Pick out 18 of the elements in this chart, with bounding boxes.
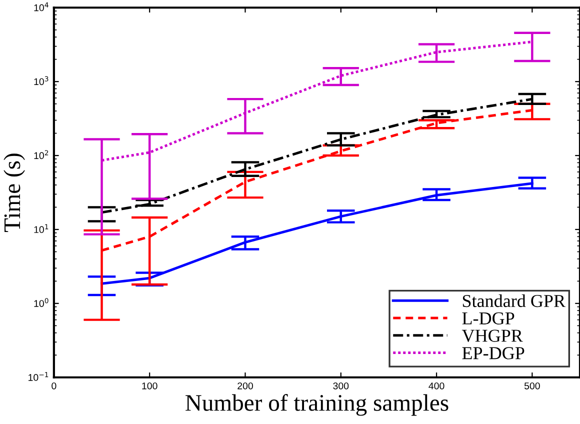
x-tick-label: 100 <box>142 382 158 390</box>
y-tick-label: 10$^{4}$ <box>34 2 48 12</box>
y-tick-label: 10$^{0}$ <box>34 298 48 307</box>
x-axis-title: Number of training samples <box>186 394 448 416</box>
legend-label: Standard GPR <box>462 294 566 308</box>
x-tick-label: 400 <box>428 382 444 390</box>
legend-label: L-DGP <box>462 312 514 324</box>
y-tick-label: 10$^{−1}$ <box>28 372 48 381</box>
y-axis-title: Time (s) <box>4 154 26 232</box>
x-tick-label: 200 <box>238 382 253 390</box>
legend-label: VHGPR <box>462 330 523 342</box>
y-tick-label: 10$^{3}$ <box>34 76 48 86</box>
x-tick-label: 500 <box>524 382 540 390</box>
legend-label: EP-DGP <box>462 347 524 360</box>
y-tick-label: 10$^{1}$ <box>34 224 48 234</box>
x-tick-label: 300 <box>333 382 349 390</box>
x-tick-label: 0 <box>52 382 56 390</box>
y-tick-label: 10$^{2}$ <box>34 150 48 160</box>
